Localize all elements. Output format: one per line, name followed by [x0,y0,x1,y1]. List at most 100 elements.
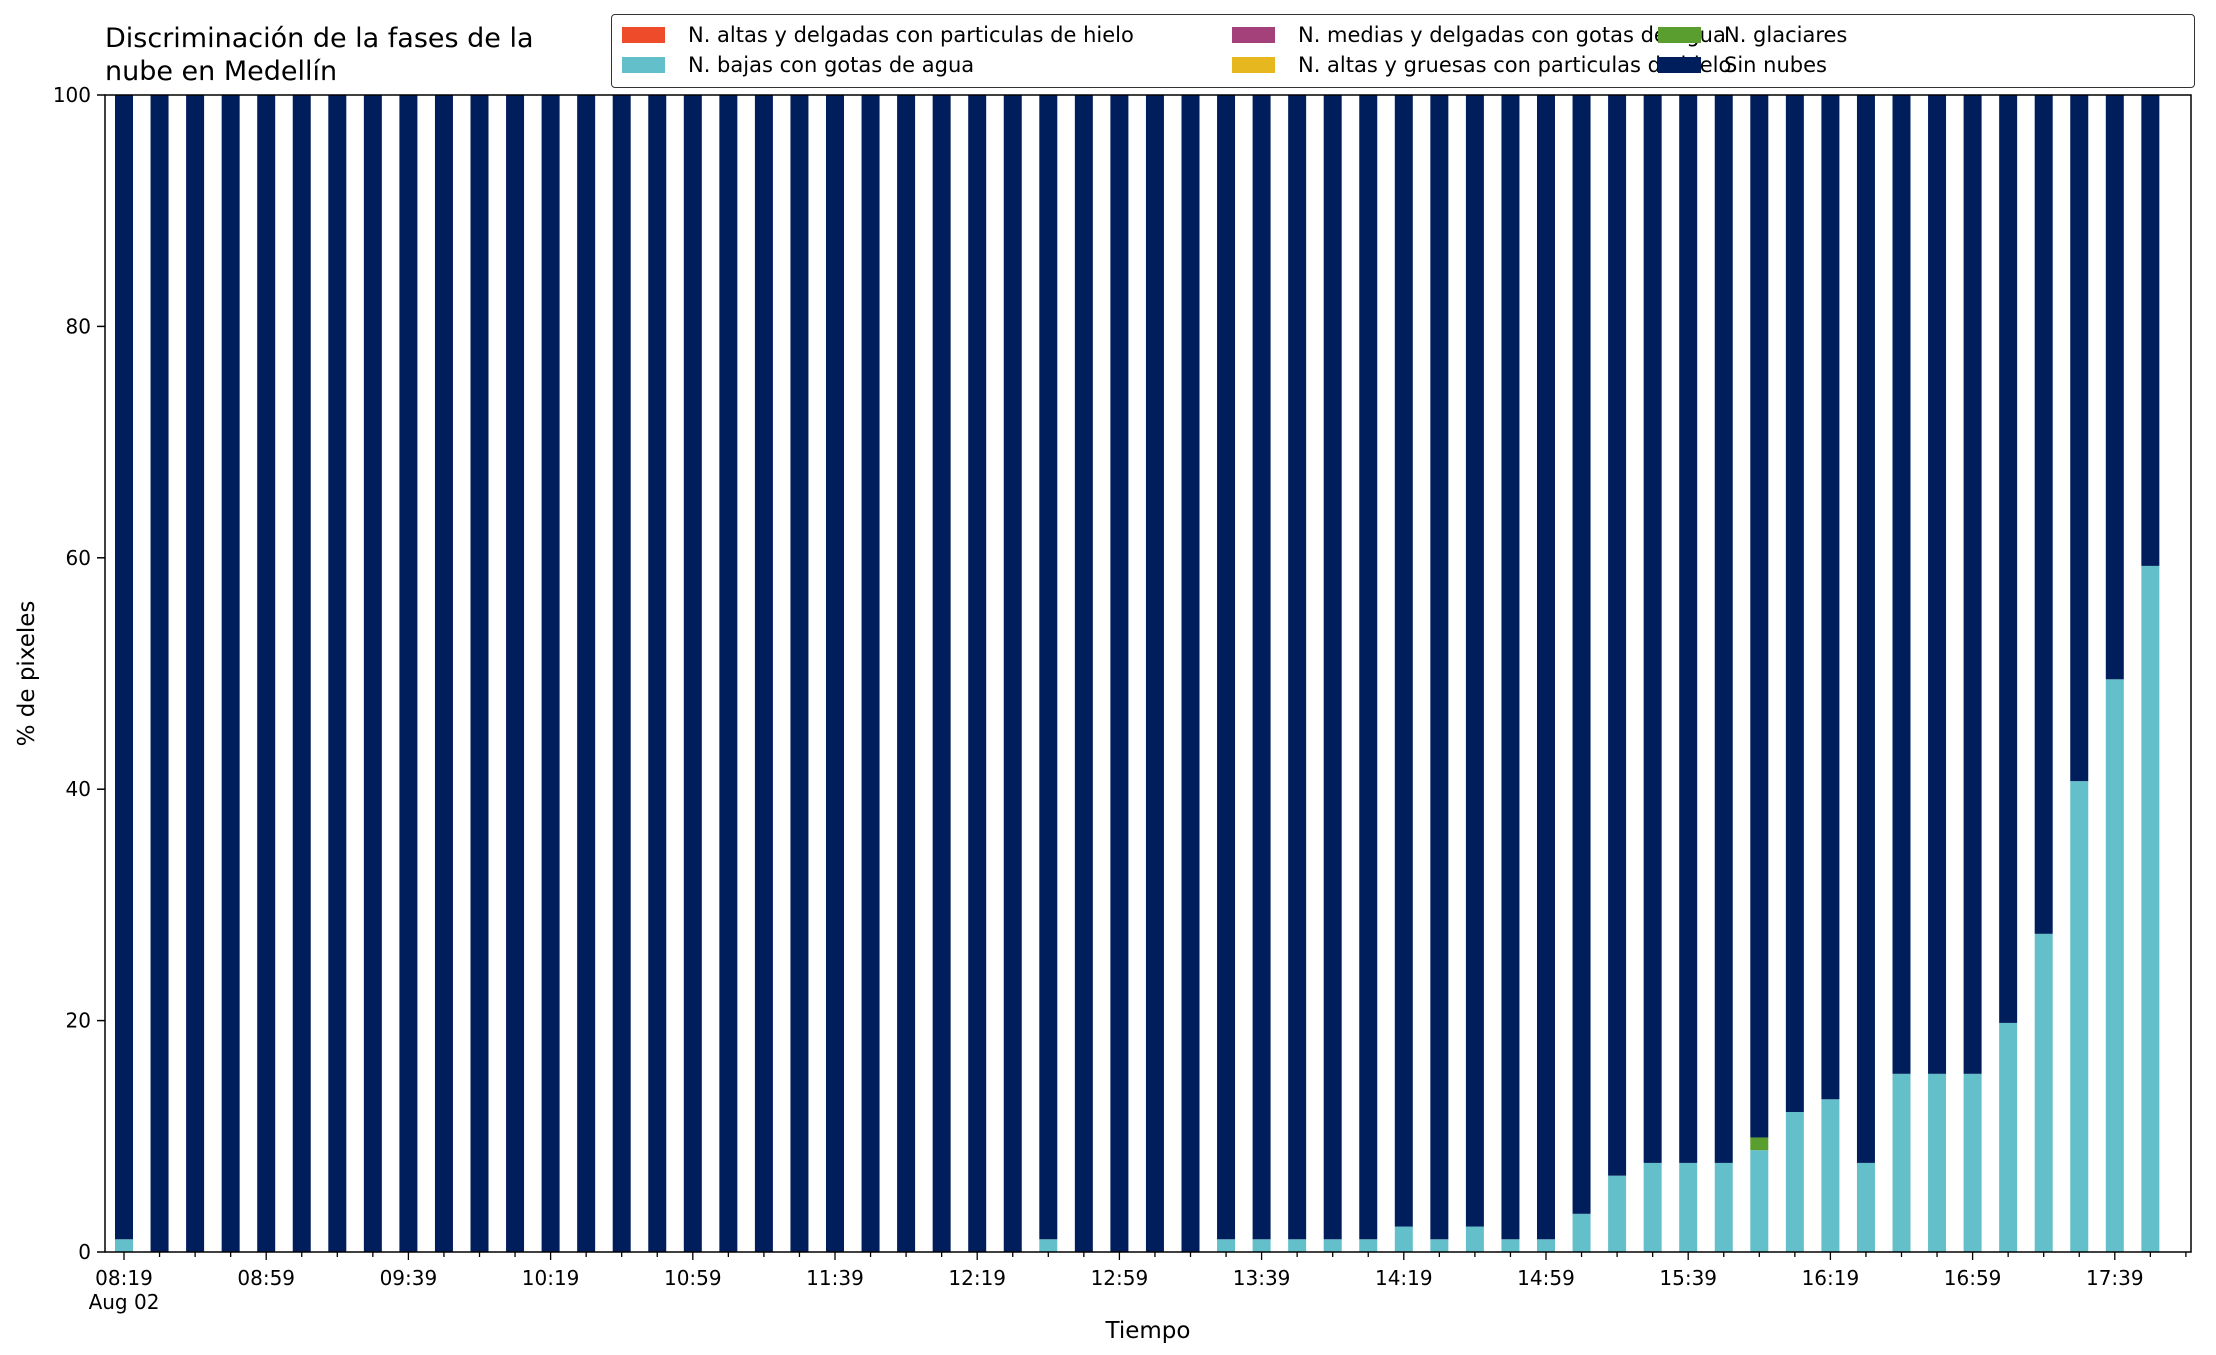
legend-item-n-altas-y-delgadas-con-particulas-de-hielo: N. altas y delgadas con particulas de hi… [622,21,1134,49]
bar-n-bajas-con-gotas-de-agua-26 [1039,1239,1058,1252]
bar-sin-nubes-52 [1963,95,1982,1074]
bar-n-bajas-con-gotas-de-agua-40 [1537,1239,1555,1252]
bar-sin-nubes-56 [2105,95,2124,680]
bar-sin-nubes-19 [790,95,809,1252]
bar-sin-nubes-44 [1679,95,1698,1163]
x-tick-label-2: 09:39 [380,1266,438,1290]
bar-n-bajas-con-gotas-de-agua-0 [115,1239,133,1252]
bar-sin-nubes-55 [2070,95,2089,782]
legend-label: N. glaciares [1724,23,1848,47]
bar-sin-nubes-40 [1537,95,1555,1240]
bar-sin-nubes-9 [434,95,453,1252]
bar-sin-nubes-39 [1501,95,1520,1240]
bar-sin-nubes-13 [577,95,596,1252]
bar-n-bajas-con-gotas-de-agua-54 [2034,933,2053,1252]
bar-sin-nubes-37 [1430,95,1449,1240]
legend-item-n-medias-y-delgadas-con-gotas-de-agua: N. medias y delgadas con gotas de agua [1232,21,1726,49]
bar-n-bajas-con-gotas-de-agua-51 [1928,1073,1947,1252]
x-tick-label-13: 16:59 [1944,1266,2002,1290]
bar-sin-nubes-48 [1821,95,1840,1100]
bar-n-bajas-con-gotas-de-agua-31 [1217,1239,1236,1252]
bar-n-bajas-con-gotas-de-agua-56 [2105,679,2124,1252]
x-tick-label-7: 12:59 [1091,1266,1149,1290]
legend-label: N. medias y delgadas con gotas de agua [1298,23,1726,47]
bar-n-glaciares-46 [1750,1137,1769,1151]
bar-sin-nubes-12 [541,95,560,1252]
bar-sin-nubes-18 [754,95,773,1252]
bar-sin-nubes-29 [1145,95,1164,1252]
y-tick-label-20: 20 [66,1009,91,1033]
bar-sin-nubes-36 [1394,95,1413,1227]
bar-n-bajas-con-gotas-de-agua-34 [1323,1239,1342,1252]
bar-sin-nubes-4 [257,95,276,1252]
y-tick-label-60: 60 [66,546,91,570]
chart-title-line-2: nube en Medellín [105,56,338,87]
bar-sin-nubes-54 [2034,95,2053,934]
legend-item-n-bajas-con-gotas-de-agua: N. bajas con gotas de agua [622,51,974,79]
chart-title-line-1: Discriminación de la fases de la [105,23,534,54]
bar-sin-nubes-32 [1252,95,1271,1240]
bar-n-bajas-con-gotas-de-agua-46 [1750,1150,1769,1252]
bar-sin-nubes-24 [968,95,987,1252]
chart-legend: N. altas y delgadas con particulas de hi… [611,14,2195,88]
chart-title: Discriminación de la fases de la nube en… [105,22,534,88]
bar-sin-nubes-2 [186,95,205,1252]
x-tick-label-1: 08:59 [237,1266,295,1290]
bar-n-bajas-con-gotas-de-agua-47 [1785,1112,1804,1252]
bar-n-bajas-con-gotas-de-agua-44 [1679,1162,1698,1252]
legend-label: N. altas y delgadas con particulas de hi… [688,23,1134,47]
bar-sin-nubes-26 [1039,95,1058,1240]
x-tick-label-3: 10:19 [522,1266,580,1290]
bar-n-bajas-con-gotas-de-agua-52 [1963,1073,1982,1252]
bar-sin-nubes-14 [612,95,631,1252]
bar-sin-nubes-11 [506,95,525,1252]
bar-sin-nubes-8 [399,95,418,1252]
legend-item-sin-nubes: Sin nubes [1658,51,1827,79]
bar-sin-nubes-21 [861,95,880,1252]
bar-sin-nubes-10 [470,95,489,1252]
x-tick-label-4: 10:59 [664,1266,722,1290]
bar-n-bajas-con-gotas-de-agua-35 [1359,1239,1378,1252]
bar-sin-nubes-38 [1465,95,1484,1227]
x-axis-label: Tiempo [1105,1318,1191,1344]
y-tick-label-100: 100 [53,83,91,107]
bar-n-bajas-con-gotas-de-agua-45 [1714,1162,1733,1252]
x-tick-label-9: 14:19 [1375,1266,1433,1290]
bar-sin-nubes-31 [1217,95,1236,1240]
bar-sin-nubes-35 [1359,95,1378,1240]
bar-n-bajas-con-gotas-de-agua-42 [1608,1175,1627,1252]
bar-n-bajas-con-gotas-de-agua-53 [1999,1022,2018,1252]
legend-swatch [1658,27,1701,43]
bar-sin-nubes-50 [1892,95,1911,1074]
bar-sin-nubes-30 [1181,95,1200,1252]
x-date-label: Aug 02 [89,1290,160,1314]
y-tick-label-80: 80 [66,314,91,338]
x-tick-label-12: 16:19 [1802,1266,1860,1290]
bar-sin-nubes-46 [1750,95,1769,1138]
y-axis-label: % de pixeles [14,601,40,747]
bar-sin-nubes-51 [1928,95,1947,1074]
bar-sin-nubes-17 [719,95,738,1252]
bar-n-bajas-con-gotas-de-agua-38 [1465,1226,1484,1252]
bar-n-bajas-con-gotas-de-agua-43 [1643,1162,1662,1252]
x-tick-label-8: 13:39 [1233,1266,1291,1290]
bar-sin-nubes-49 [1856,95,1875,1163]
legend-swatch [1232,27,1275,43]
bar-sin-nubes-1 [150,95,169,1252]
bar-sin-nubes-42 [1608,95,1627,1176]
bar-sin-nubes-15 [648,95,667,1252]
bar-sin-nubes-53 [1999,95,2018,1023]
bar-sin-nubes-45 [1714,95,1733,1163]
bar-n-bajas-con-gotas-de-agua-36 [1394,1226,1413,1252]
legend-item-n-glaciares: N. glaciares [1658,21,1847,49]
bar-sin-nubes-22 [897,95,916,1252]
plot-frame [104,94,2192,1253]
bar-n-bajas-con-gotas-de-agua-57 [2141,565,2160,1252]
legend-swatch [1232,57,1275,73]
x-tick-label-14: 17:39 [2086,1266,2144,1290]
bar-sin-nubes-41 [1572,95,1591,1214]
bar-n-bajas-con-gotas-de-agua-41 [1572,1213,1591,1252]
bar-n-bajas-con-gotas-de-agua-39 [1501,1239,1520,1252]
bar-n-bajas-con-gotas-de-agua-50 [1892,1073,1911,1252]
